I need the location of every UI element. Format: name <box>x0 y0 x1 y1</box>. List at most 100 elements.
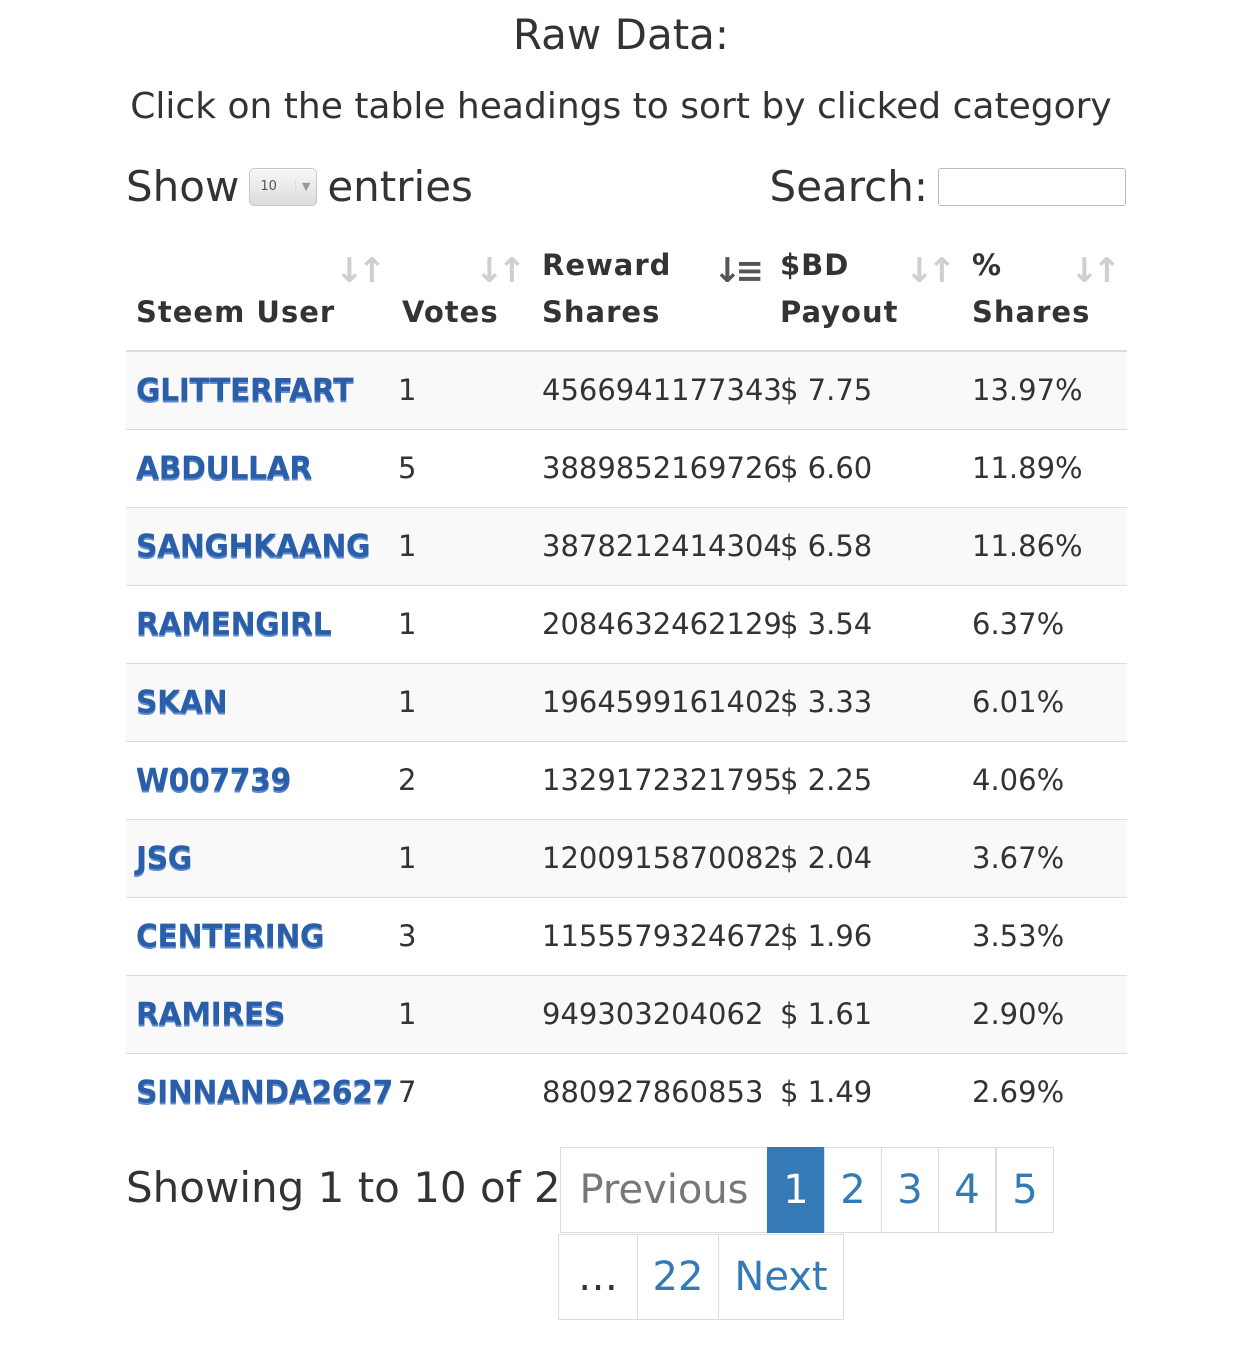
page-button-5[interactable]: 5 <box>996 1147 1054 1233</box>
table-row: SINNANDA2627 7 880927860853 $ 1.49 2.69% <box>126 1052 1127 1131</box>
column-header-votes[interactable]: ↓↑ Votes <box>392 242 532 352</box>
sort-descending-icon: ↓≡ <box>713 251 764 291</box>
steem-user-link[interactable]: CENTERING <box>136 917 325 955</box>
cell-percent-shares: 11.86% <box>962 506 1127 585</box>
table-info: Showing 1 to 10 of 220 entries <box>126 1163 562 1212</box>
cell-sbd-payout: $ 1.96 <box>770 896 962 975</box>
entries-per-page-value: 10 <box>260 179 277 194</box>
cell-percent-shares: 11.89% <box>962 428 1127 507</box>
column-header-reward-shares[interactable]: ↓≡ Reward Shares <box>532 242 770 352</box>
steem-user-link[interactable]: RAMENGIRL <box>136 605 332 643</box>
page-button-1[interactable]: 1 <box>767 1147 825 1233</box>
cell-sbd-payout: $ 6.58 <box>770 506 962 585</box>
cell-reward-shares: 2084632462129 <box>532 584 782 663</box>
cell-reward-shares: 4566941177343 <box>532 350 782 429</box>
steem-user-link[interactable]: RAMIRES <box>136 995 286 1033</box>
steem-user-link[interactable]: JSG <box>136 839 192 877</box>
steem-user-link[interactable]: SKAN <box>136 683 228 721</box>
column-header-label-line1: Reward <box>542 248 672 282</box>
search-input[interactable] <box>938 167 1126 206</box>
steem-user-link[interactable]: SANGHKAANG <box>136 527 371 565</box>
table-row: ABDULLAR 5 3889852169726 $ 6.60 11.89% <box>126 428 1127 507</box>
sort-both-icon: ↓↑ <box>1070 251 1121 291</box>
show-label: Show <box>126 162 240 211</box>
table-row: CENTERING 3 1155579324672 $ 1.96 3.53% <box>126 896 1127 975</box>
cell-steem-user: W007739 <box>126 740 392 819</box>
previous-button[interactable]: Previous <box>560 1147 768 1233</box>
table-row: W007739 2 1329172321795 $ 2.25 4.06% <box>126 740 1127 819</box>
page-button-last[interactable]: 22 <box>637 1234 719 1320</box>
cell-percent-shares: 2.69% <box>962 1052 1127 1131</box>
table-row: JSG 1 1200915870082 $ 2.04 3.67% <box>126 818 1127 897</box>
column-header-label-line2: Steem User <box>136 295 336 329</box>
column-header-label-line2: Shares <box>542 295 661 329</box>
cell-sbd-payout: $ 6.60 <box>770 428 962 507</box>
cell-votes: 7 <box>392 1052 532 1131</box>
table-body: GLITTERFART 1 4566941177343 $ 7.75 13.97% ABD… <box>126 350 1127 1131</box>
sort-both-icon: ↓↑ <box>475 251 526 291</box>
cell-votes: 1 <box>392 506 532 585</box>
steem-user-link[interactable]: GLITTERFART <box>136 371 354 409</box>
cell-reward-shares: 3878212414304 <box>532 506 782 585</box>
cell-votes: 5 <box>392 428 532 507</box>
cell-percent-shares: 13.97% <box>962 350 1127 429</box>
page-button-4[interactable]: 4 <box>938 1147 996 1233</box>
table-row: SKAN 1 1964599161402 $ 3.33 6.01% <box>126 662 1127 741</box>
cell-steem-user: RAMIRES <box>126 974 392 1053</box>
cell-percent-shares: 3.53% <box>962 896 1127 975</box>
cell-reward-shares: 1200915870082 <box>532 818 782 897</box>
table-row: RAMENGIRL 1 2084632462129 $ 3.54 6.37% <box>126 584 1127 663</box>
cell-reward-shares: 880927860853 <box>532 1052 770 1131</box>
cell-reward-shares: 1964599161402 <box>532 662 782 741</box>
steem-user-link[interactable]: W007739 <box>136 761 291 799</box>
column-header-label-line2: Shares <box>972 295 1091 329</box>
pagination-ellipsis: … <box>558 1234 638 1320</box>
length-control: Show 10 ▼ entries <box>126 162 473 211</box>
search-control: Search: <box>770 162 1126 211</box>
cell-votes: 2 <box>392 740 532 819</box>
cell-votes: 1 <box>392 584 532 663</box>
cell-votes: 1 <box>392 662 532 741</box>
steem-user-link[interactable]: SINNANDA2627 <box>136 1073 393 1111</box>
cell-reward-shares: 949303204062 <box>532 974 770 1053</box>
column-header-sbd-payout[interactable]: ↓↑ $BD Payout <box>770 242 962 352</box>
cell-steem-user: SANGHKAANG <box>126 506 392 585</box>
next-button[interactable]: Next <box>718 1234 844 1320</box>
cell-percent-shares: 6.01% <box>962 662 1127 741</box>
cell-percent-shares: 4.06% <box>962 740 1127 819</box>
table-row: GLITTERFART 1 4566941177343 $ 7.75 13.97% <box>126 350 1127 429</box>
page-button-3[interactable]: 3 <box>881 1147 939 1233</box>
cell-steem-user: CENTERING <box>126 896 392 975</box>
table-controls: Show 10 ▼ entries Search: <box>126 162 1126 222</box>
cell-steem-user: RAMENGIRL <box>126 584 392 663</box>
cell-steem-user: ABDULLAR <box>126 428 392 507</box>
steem-user-link[interactable]: ABDULLAR <box>136 449 312 487</box>
cell-percent-shares: 6.37% <box>962 584 1127 663</box>
cell-sbd-payout: $ 3.33 <box>770 662 962 741</box>
cell-steem-user: SKAN <box>126 662 392 741</box>
cell-votes: 1 <box>392 350 532 429</box>
cell-sbd-payout: $ 1.49 <box>770 1052 962 1131</box>
column-header-percent-shares[interactable]: ↓↑% Shares <box>962 242 1127 352</box>
page-button-2[interactable]: 2 <box>824 1147 882 1233</box>
sort-both-icon: ↓↑ <box>905 251 956 291</box>
column-header-label-line1: $BD <box>780 248 850 282</box>
column-header-steem-user[interactable]: ↓↑ Steem User <box>126 242 392 352</box>
cell-votes: 1 <box>392 818 532 897</box>
cell-steem-user: GLITTERFART <box>126 350 392 429</box>
entries-per-page-select[interactable]: 10 ▼ <box>249 167 318 206</box>
cell-sbd-payout: $ 7.75 <box>770 350 962 429</box>
cell-votes: 3 <box>392 896 532 975</box>
cell-votes: 1 <box>392 974 532 1053</box>
table-header-row: ↓↑ Steem User ↓↑ Votes ↓≡ Reward Shares ↓↑ $BD Pa… <box>126 242 1127 352</box>
table-row: SANGHKAANG 1 3878212414304 $ 6.58 11.86% <box>126 506 1127 585</box>
cell-sbd-payout: $ 2.04 <box>770 818 962 897</box>
cell-steem-user: JSG <box>126 818 392 897</box>
data-table: ↓↑ Steem User ↓↑ Votes ↓≡ Reward Shares ↓↑ $BD Pa… <box>126 242 1127 1131</box>
cell-reward-shares: 3889852169726 <box>532 428 782 507</box>
cell-percent-shares: 2.90% <box>962 974 1127 1053</box>
cell-sbd-payout: $ 3.54 <box>770 584 962 663</box>
sort-both-icon: ↓↑ <box>335 251 386 291</box>
entries-label: entries <box>327 162 473 211</box>
search-label: Search: <box>769 162 928 211</box>
